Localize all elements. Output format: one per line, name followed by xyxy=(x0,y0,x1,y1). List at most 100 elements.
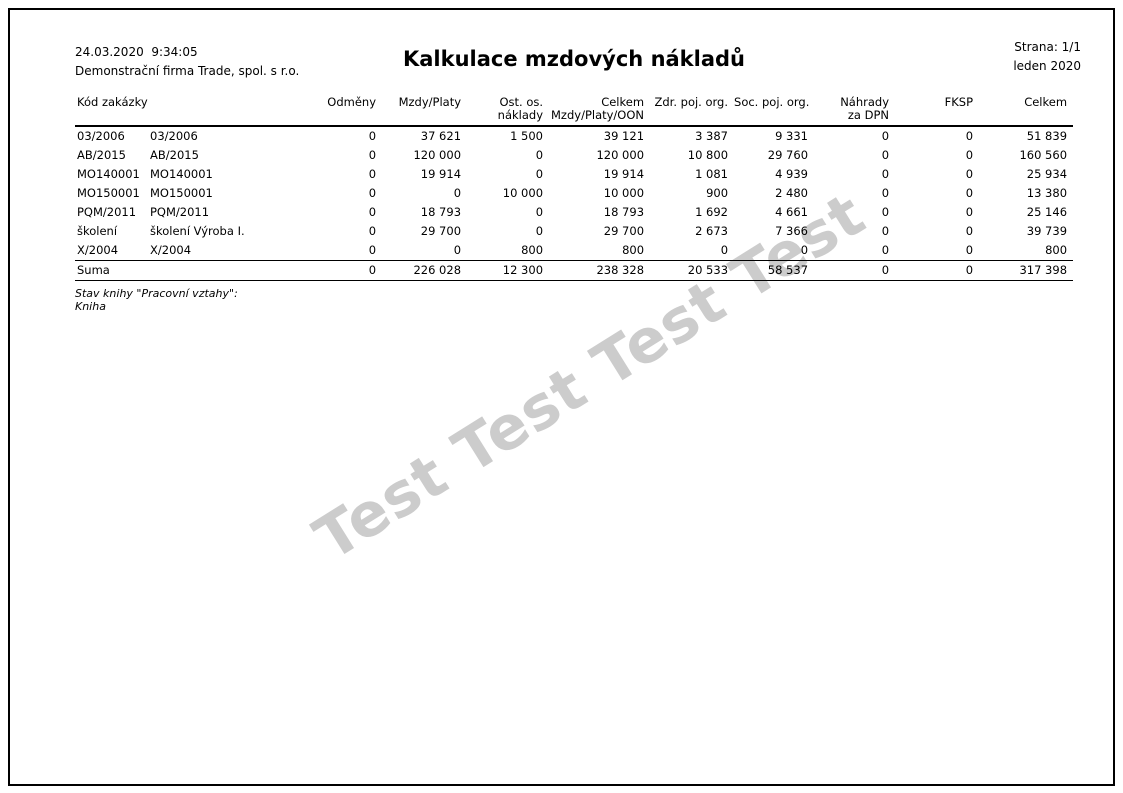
cell-code: MO150001 xyxy=(77,186,140,200)
cell-soc-poj-org: 4 939 xyxy=(775,167,809,181)
cell-celkem-mzdy-platy-oon: 39 121 xyxy=(603,129,645,143)
footer-note-line1: Stav knihy "Pracovní vztahy": xyxy=(75,287,238,300)
cell-name: školení Výroba I. xyxy=(150,224,245,238)
suma-row: Suma 0 226 028 12 300 238 328 20 533 58 … xyxy=(75,260,1074,281)
column-header-celkem-mzdy-platy-oon: Celkem Mzdy/Platy/OON xyxy=(549,96,651,127)
cell-suma-nahrady-za-dpn: 0 xyxy=(814,260,896,281)
cell-mzdy-platy: 19 914 xyxy=(420,167,462,181)
cell-suma-zdr-poj-org: 20 533 xyxy=(650,260,735,281)
cell-odmeny: 0 xyxy=(368,167,377,181)
cell-celkem: 25 146 xyxy=(1026,205,1068,219)
cell-zdr-poj-org: 0 xyxy=(720,243,729,257)
column-header-kod-zakazky: Kód zakázky xyxy=(75,96,311,127)
column-header-zdr-poj-org: Zdr. poj. org. xyxy=(650,96,735,127)
cell-celkem-mzdy-platy-oon: 800 xyxy=(622,243,645,257)
cell-ost-os-naklady: 1 500 xyxy=(510,129,544,143)
cell-celkem-mzdy-platy-oon: 19 914 xyxy=(603,167,645,181)
cell-soc-poj-org: 29 760 xyxy=(767,148,809,162)
cell-ost-os-naklady: 0 xyxy=(535,224,544,238)
cell-zdr-poj-org: 3 387 xyxy=(695,129,729,143)
cell-suma-label: Suma xyxy=(75,260,311,281)
cell-odmeny: 0 xyxy=(368,129,377,143)
cell-mzdy-platy: 29 700 xyxy=(420,224,462,238)
cell-code: X/2004 xyxy=(77,243,119,257)
cell-fksp: 0 xyxy=(965,148,974,162)
report-header-left: 24.03.2020 9:34:05 Demonstrační firma Tr… xyxy=(75,43,299,81)
cell-celkem: 51 839 xyxy=(1026,129,1068,143)
column-header-celkem: Celkem xyxy=(979,96,1074,127)
cell-code: MO140001 xyxy=(77,167,140,181)
cell-zdr-poj-org: 2 673 xyxy=(695,224,729,238)
cell-suma-fksp: 0 xyxy=(895,260,980,281)
cell-soc-poj-org: 2 480 xyxy=(775,186,809,200)
table-header-row: Kód zakázky Odměny Mzdy/Platy Ost. os. ná… xyxy=(75,96,1074,127)
cell-celkem: 39 739 xyxy=(1026,224,1068,238)
table-row: školení školení Výroba I. 0 29 700 0 29 … xyxy=(75,222,1073,241)
cell-code: 03/2006 xyxy=(77,129,125,143)
cell-suma-celkem: 317 398 xyxy=(979,260,1074,281)
cell-nahrady-za-dpn: 0 xyxy=(881,224,890,238)
cell-name: 03/2006 xyxy=(150,129,198,143)
cell-code: AB/2015 xyxy=(77,148,126,162)
table-row: 03/2006 03/2006 0 37 621 1 500 39 121 3 … xyxy=(75,126,1073,146)
cell-nahrady-za-dpn: 0 xyxy=(881,205,890,219)
cell-zdr-poj-org: 10 800 xyxy=(687,148,729,162)
table-row: AB/2015 AB/2015 0 120 000 0 120 000 10 8… xyxy=(75,146,1073,165)
page-border xyxy=(8,8,1115,786)
cell-soc-poj-org: 7 366 xyxy=(775,224,809,238)
cell-odmeny: 0 xyxy=(368,186,377,200)
cell-mzdy-platy: 37 621 xyxy=(420,129,462,143)
cell-code: PQM/2011 xyxy=(77,205,137,219)
cell-ost-os-naklady: 0 xyxy=(535,167,544,181)
cell-suma-celkem-mzdy-platy-oon: 238 328 xyxy=(549,260,651,281)
cell-zdr-poj-org: 1 692 xyxy=(695,205,729,219)
cell-ost-os-naklady: 10 000 xyxy=(502,186,544,200)
cell-celkem: 160 560 xyxy=(1019,148,1068,162)
column-header-ost-os-naklady: Ost. os. náklady xyxy=(467,96,550,127)
column-header-odmeny: Odměny xyxy=(310,96,383,127)
cell-fksp: 0 xyxy=(965,186,974,200)
cell-soc-poj-org: 4 661 xyxy=(775,205,809,219)
cell-nahrady-za-dpn: 0 xyxy=(881,167,890,181)
cell-odmeny: 0 xyxy=(368,148,377,162)
report-header-right: Strana: 1/1 leden 2020 xyxy=(1013,38,1081,76)
report-sheet: 24.03.2020 9:34:05 Demonstrační firma Tr… xyxy=(75,40,1081,313)
cell-fksp: 0 xyxy=(965,205,974,219)
cell-name: MO150001 xyxy=(150,186,213,200)
cell-suma-soc-poj-org: 58 537 xyxy=(734,260,815,281)
cell-celkem-mzdy-platy-oon: 18 793 xyxy=(603,205,645,219)
cell-soc-poj-org: 9 331 xyxy=(775,129,809,143)
report-header: 24.03.2020 9:34:05 Demonstrační firma Tr… xyxy=(75,40,1081,95)
cell-celkem: 25 934 xyxy=(1026,167,1068,181)
cell-celkem: 800 xyxy=(1045,243,1068,257)
column-header-soc-poj-org: Soc. poj. org. xyxy=(734,96,815,127)
cell-odmeny: 0 xyxy=(368,224,377,238)
cell-suma-mzdy-platy: 226 028 xyxy=(382,260,468,281)
cell-nahrady-za-dpn: 0 xyxy=(881,129,890,143)
cell-zdr-poj-org: 1 081 xyxy=(695,167,729,181)
table-row: X/2004 X/2004 0 0 800 800 0 0 0 0 800 xyxy=(75,241,1073,261)
cell-mzdy-platy: 18 793 xyxy=(420,205,462,219)
cell-fksp: 0 xyxy=(965,224,974,238)
cell-celkem-mzdy-platy-oon: 29 700 xyxy=(603,224,645,238)
cell-ost-os-naklady: 0 xyxy=(535,205,544,219)
cell-nahrady-za-dpn: 0 xyxy=(881,148,890,162)
cell-ost-os-naklady: 0 xyxy=(535,148,544,162)
print-datetime: 24.03.2020 9:34:05 xyxy=(75,45,198,59)
report-period: leden 2020 xyxy=(1013,59,1081,73)
cell-celkem: 13 380 xyxy=(1026,186,1068,200)
column-header-nahrady-za-dpn: Náhrady za DPN xyxy=(814,96,896,127)
cell-mzdy-platy: 0 xyxy=(453,243,462,257)
page-number: Strana: 1/1 xyxy=(1014,40,1081,54)
cell-suma-odmeny: 0 xyxy=(310,260,383,281)
cell-nahrady-za-dpn: 0 xyxy=(881,243,890,257)
cell-soc-poj-org: 0 xyxy=(800,243,809,257)
cell-odmeny: 0 xyxy=(368,243,377,257)
column-header-fksp: FKSP xyxy=(895,96,980,127)
cell-nahrady-za-dpn: 0 xyxy=(881,186,890,200)
company-name: Demonstrační firma Trade, spol. s r.o. xyxy=(75,64,300,78)
cell-odmeny: 0 xyxy=(368,205,377,219)
cell-mzdy-platy: 120 000 xyxy=(413,148,462,162)
cell-name: X/2004 xyxy=(150,243,192,257)
